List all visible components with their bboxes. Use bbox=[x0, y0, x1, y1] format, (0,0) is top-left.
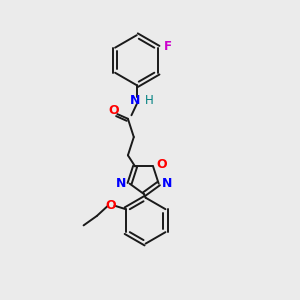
Text: O: O bbox=[157, 158, 167, 171]
Text: O: O bbox=[109, 104, 119, 117]
Text: F: F bbox=[164, 40, 172, 53]
Text: N: N bbox=[162, 177, 172, 190]
Text: N: N bbox=[116, 177, 126, 190]
Text: N: N bbox=[130, 94, 140, 107]
Text: H: H bbox=[145, 94, 154, 107]
Text: O: O bbox=[106, 199, 116, 212]
